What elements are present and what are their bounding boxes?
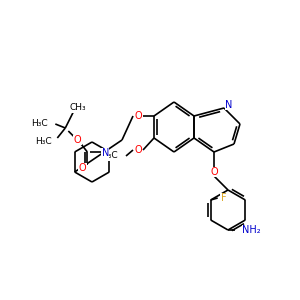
Text: F: F bbox=[221, 193, 226, 203]
Text: NH₂: NH₂ bbox=[242, 225, 261, 235]
Text: O: O bbox=[74, 135, 81, 145]
Text: O: O bbox=[134, 145, 142, 155]
Text: H₃C: H₃C bbox=[31, 119, 47, 128]
Text: O: O bbox=[79, 163, 86, 173]
Text: O: O bbox=[134, 111, 142, 121]
Text: N: N bbox=[102, 148, 109, 158]
Text: H₃C: H₃C bbox=[101, 152, 118, 160]
Text: CH₃: CH₃ bbox=[69, 103, 85, 112]
Text: H₃C: H₃C bbox=[35, 137, 51, 146]
Text: N: N bbox=[225, 100, 233, 110]
Text: O: O bbox=[210, 167, 218, 177]
